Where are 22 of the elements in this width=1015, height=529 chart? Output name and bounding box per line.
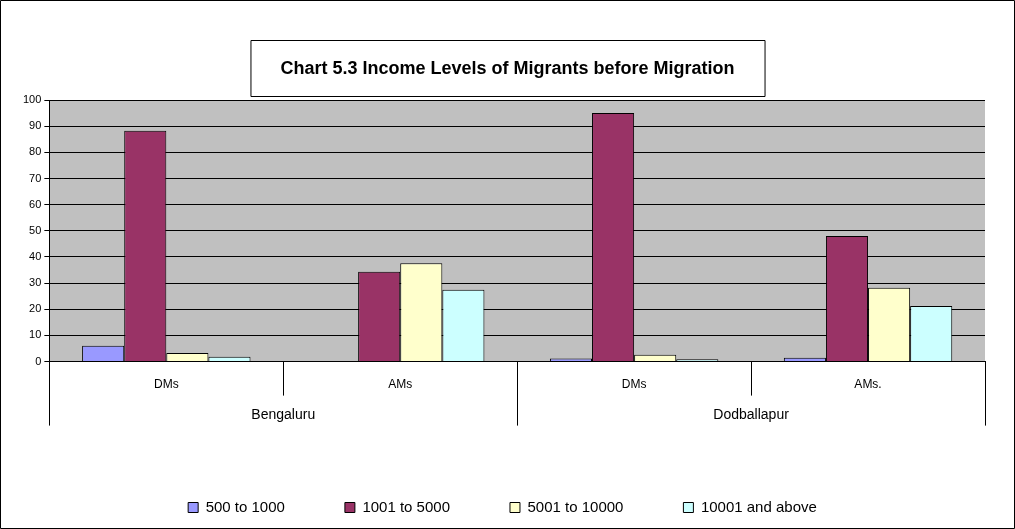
x-tick-label: AMs. [854, 377, 882, 392]
x-tick-label: AMs [388, 377, 413, 392]
y-tick-label: 10 [29, 328, 42, 341]
chart-title: Chart 5.3 Income Levels of Migrants before Migration [280, 57, 735, 78]
legend-label: 5001 to 10000 [527, 497, 624, 515]
x-tick-label: DMs [621, 377, 647, 392]
y-tick-label: 80 [29, 145, 42, 158]
y-tick-label: 70 [29, 171, 42, 184]
y-tick-label: 40 [29, 249, 42, 262]
legend-label: 1001 to 5000 [362, 497, 450, 515]
legend-label: 500 to 1000 [205, 497, 285, 515]
y-tick-label: 50 [29, 223, 42, 236]
x-tick-label: DMs [153, 377, 179, 392]
y-tick-label: 90 [29, 119, 42, 132]
text: Bengaluru [251, 406, 316, 423]
y-tick-label: 30 [29, 276, 42, 289]
y-tick-label: 60 [29, 197, 42, 210]
y-tick-label: 100 [22, 93, 42, 106]
y-tick-label: 20 [29, 302, 42, 315]
y-tick-label: 0 [35, 354, 42, 367]
legend-label: 10001 and above [700, 497, 817, 515]
text: Dodballapur [713, 406, 790, 423]
